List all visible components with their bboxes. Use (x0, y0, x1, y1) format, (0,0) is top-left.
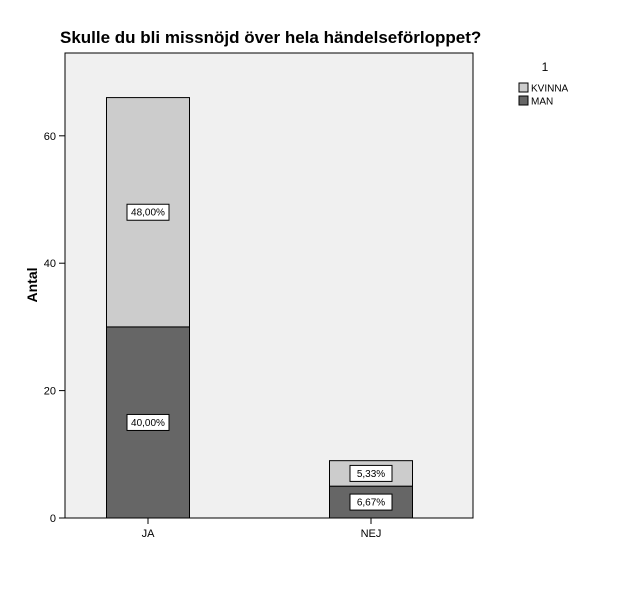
y-axis: 0 20 40 60 (44, 131, 65, 525)
legend-swatch-kvinna (518, 82, 529, 93)
legend: 1 KVINNA MAN (518, 60, 569, 108)
legend-label-kvinna: KVINNA (531, 84, 569, 95)
bars-layer: 40,00% 48,00% 6,67% 5,33% (106, 97, 413, 519)
data-label-box (349, 493, 393, 511)
x-tick-label: JA (142, 528, 156, 540)
y-tick-label: 20 (44, 386, 56, 398)
legend-label-man: MAN (531, 97, 553, 108)
data-label-box (349, 464, 393, 482)
y-tick-label: 40 (44, 258, 56, 270)
data-label: 6,67% (357, 498, 385, 509)
data-label-box (126, 203, 170, 221)
data-label: 5,33% (357, 469, 385, 480)
x-axis: JA NEJ (142, 518, 382, 540)
chart-title: Skulle du bli missnöjd över hela händels… (60, 28, 481, 47)
data-label: 48,00% (131, 208, 165, 219)
x-tick-label: NEJ (361, 528, 382, 540)
data-label: 40,00% (131, 418, 165, 429)
data-label-box (126, 413, 170, 431)
y-axis-title: Antal (24, 268, 40, 303)
y-tick-label: 0 (50, 513, 56, 525)
y-tick-label: 60 (44, 131, 56, 143)
legend-title: 1 (542, 60, 549, 74)
legend-swatch-man (518, 95, 529, 106)
